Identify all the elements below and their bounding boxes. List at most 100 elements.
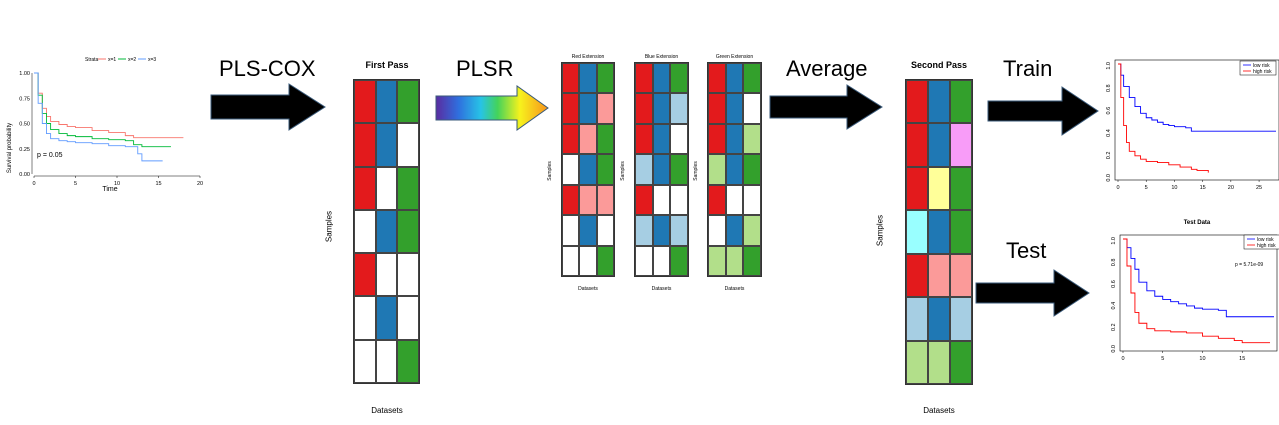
blue-extension-cell xyxy=(670,123,688,155)
red-extension-cell xyxy=(579,154,597,185)
second-pass-cell xyxy=(906,166,928,211)
green-extension-cell xyxy=(725,184,744,216)
first-pass-cell xyxy=(397,339,419,383)
y-tick-label: 0.25 xyxy=(19,147,30,153)
km-series-line-2 xyxy=(1123,238,1271,344)
legend-label: x=1 xyxy=(108,57,116,63)
km-input-chart: Strata x=1 x=2 x=3 0 5 10 15 20 0.00 0.25 0.50 0.7… xyxy=(7,57,203,193)
red-extension-cell xyxy=(596,63,614,94)
y-tick-label: 0.2 xyxy=(1111,323,1117,331)
green-extension-cell xyxy=(743,184,761,216)
second-pass-cell xyxy=(928,210,950,254)
blue-extension-cell xyxy=(652,215,671,246)
legend-box xyxy=(1243,234,1279,250)
second-pass-cell xyxy=(928,297,950,341)
first-pass-cell xyxy=(397,80,419,124)
second-pass-cell xyxy=(906,123,928,167)
km-input-legend: x=1 x=2 x=3 xyxy=(98,57,156,63)
green-extension-cell xyxy=(708,215,726,246)
first-pass-cell xyxy=(354,123,376,167)
first-pass-cell xyxy=(375,296,398,340)
second-pass-cell xyxy=(950,253,972,298)
y-tick-label: 1.0 xyxy=(1111,237,1117,245)
red-extension-cell xyxy=(596,245,614,276)
red-extension-cell xyxy=(579,215,597,246)
legend-label: x=2 xyxy=(128,57,136,63)
second-pass-cell xyxy=(906,340,928,384)
first-pass-cell xyxy=(375,339,398,383)
green-extension-cell xyxy=(725,63,744,94)
arrow-plsr xyxy=(435,85,549,131)
x-tick-label: 0 xyxy=(32,181,35,187)
second-pass-cell xyxy=(928,80,950,124)
green-extension-cell xyxy=(725,154,744,185)
y-tick-label: 0.4 xyxy=(1106,129,1112,137)
green-extension-cell xyxy=(743,245,761,276)
red-extension-cell xyxy=(596,215,614,246)
y-tick-label: 0.2 xyxy=(1106,152,1112,160)
blue-extension-cell xyxy=(652,154,671,185)
blue-extension-cell xyxy=(635,154,653,185)
y-tick-label: 0.8 xyxy=(1111,259,1117,267)
second-pass-cell xyxy=(928,253,950,298)
first-pass-xlabel: Datasets xyxy=(371,406,403,415)
red-extension-cell xyxy=(596,93,614,124)
second-pass-xlabel: Datasets xyxy=(923,406,955,415)
first-pass-cell xyxy=(375,166,398,210)
km-input-ylabel: Survival probability xyxy=(7,123,13,173)
blue-extension-cell xyxy=(635,93,653,124)
km-test-title: Test Data xyxy=(1184,220,1211,226)
blue-extension-cell xyxy=(670,63,688,94)
red-extension-cell xyxy=(579,93,597,124)
first-pass-cell xyxy=(354,209,376,254)
first-pass-cell xyxy=(354,166,376,210)
green-extension-cell xyxy=(743,154,761,185)
first-pass-cell xyxy=(397,123,419,167)
legend-label: x=3 xyxy=(148,57,156,63)
red-extension-cell xyxy=(579,123,597,155)
y-tick-label: 0.0 xyxy=(1106,174,1112,182)
x-tick-label: 10 xyxy=(1199,356,1205,362)
km-plot-frame xyxy=(1119,234,1278,352)
x-tick-label: 5 xyxy=(74,181,77,187)
x-tick-label: 15 xyxy=(155,181,161,187)
blue-extension-cell xyxy=(670,245,688,276)
blue-extension-cell xyxy=(670,93,688,124)
blue-extension-cell xyxy=(635,184,653,216)
green-extension-cell xyxy=(743,215,761,246)
step-label-test: Test xyxy=(1006,238,1047,263)
step-label-plsr: PLSR xyxy=(456,56,514,81)
first-pass-cell xyxy=(375,80,398,124)
x-tick-label: 15 xyxy=(1239,356,1245,362)
green-extension-cell xyxy=(708,184,726,216)
green-extension-ylabel: Samples xyxy=(693,161,699,181)
second-pass-cell xyxy=(950,210,972,254)
second-pass-heatmap xyxy=(905,79,973,385)
red-extension-cell xyxy=(579,245,597,276)
km-series-line-1 xyxy=(1123,238,1274,318)
green-extension-cell xyxy=(725,93,744,124)
first-pass-cell xyxy=(397,253,419,297)
step-label-average: Average xyxy=(786,56,868,81)
green-extension-cell xyxy=(708,123,726,155)
first-pass-cell xyxy=(354,296,376,340)
red-extension-cell xyxy=(562,123,580,155)
green-extension-cell xyxy=(708,154,726,185)
km-series-line-2 xyxy=(1118,63,1209,173)
y-tick-label: 0.00 xyxy=(19,172,30,178)
red-extension-cell xyxy=(579,184,597,216)
blue-extension-cell xyxy=(635,123,653,155)
arrow-average xyxy=(769,84,883,130)
second-pass-cell xyxy=(906,210,928,254)
second-pass-cell xyxy=(950,340,972,384)
green-extension-cell xyxy=(725,245,744,276)
blue-extension-heatmap xyxy=(634,62,689,277)
blue-extension-cell xyxy=(670,154,688,185)
km-test-pvalue: p = 5.71e-09 xyxy=(1235,262,1263,268)
first-pass-cell xyxy=(397,166,419,210)
km-plot-frame xyxy=(1114,59,1279,181)
y-tick-label: 0.0 xyxy=(1111,345,1117,353)
blue-extension-xlabel: Datasets xyxy=(651,286,672,292)
green-extension-title: Green Extension xyxy=(715,54,754,60)
second-pass-cell xyxy=(906,297,928,341)
